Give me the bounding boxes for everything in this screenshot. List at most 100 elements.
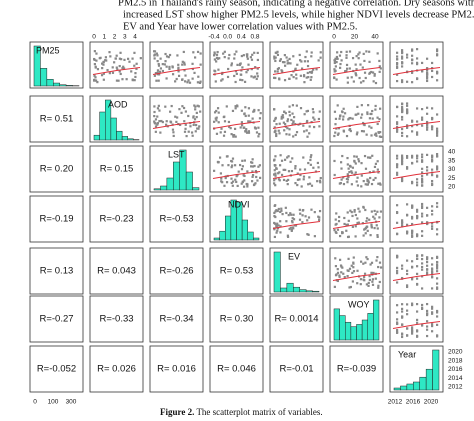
scatter-cloud: [118, 70, 121, 73]
scatter-cloud: [223, 56, 226, 59]
scatter-cloud: [436, 71, 439, 74]
scatter-cloud: [257, 126, 260, 129]
scatter-cloud: [217, 68, 220, 71]
scatter-cloud: [371, 71, 375, 74]
panel: [149, 195, 204, 243]
scatter-cloud: [411, 81, 414, 84]
scatter-cloud: [401, 225, 404, 228]
scatter-cloud: [308, 176, 311, 179]
scatter-cloud: [139, 57, 142, 60]
scatter-cloud: [300, 60, 303, 63]
scatter-cloud: [338, 275, 341, 278]
scatter-cloud: [188, 81, 192, 84]
scatter-cloud: [421, 275, 424, 278]
scatter-cloud: [275, 133, 278, 136]
scatter-cloud: [218, 156, 222, 159]
scatter-cloud: [306, 219, 309, 222]
scatter-cloud: [401, 79, 404, 82]
scatter-cloud: [184, 123, 187, 126]
hist-bar: [65, 85, 73, 87]
trend-line: [152, 121, 201, 130]
scatter-cloud: [340, 110, 344, 113]
scatter-cloud: [170, 104, 173, 108]
panel: [209, 345, 264, 393]
scatter-cloud: [194, 56, 197, 59]
scatter-cloud: [411, 62, 414, 65]
hist-bar: [127, 138, 134, 141]
scatter-cloud: [396, 58, 399, 61]
panel: [329, 195, 384, 243]
scatter-cloud: [255, 131, 259, 134]
trend-line: [392, 121, 441, 130]
scatter-cloud: [306, 109, 310, 113]
scatter-cloud: [243, 80, 247, 83]
scatter-cloud: [396, 318, 399, 321]
scatter-cloud: [285, 211, 288, 215]
scatter-cloud: [346, 223, 349, 226]
scatter-cloud: [411, 180, 414, 184]
scatter-cloud: [251, 175, 254, 178]
scatter-cloud: [426, 57, 429, 60]
caption-text: The scatterplot matrix of variables.: [196, 407, 322, 417]
scatter-cloud: [348, 117, 351, 120]
hist-bar: [241, 219, 248, 241]
scatter-cloud: [426, 72, 429, 75]
scatter-cloud: [436, 233, 439, 236]
scatter-cloud: [250, 180, 254, 183]
correlation: R= 0.15: [100, 164, 134, 175]
scatter-cloud: [401, 332, 404, 335]
scatter-cloud: [368, 125, 371, 128]
scatter-cloud: [401, 219, 404, 222]
scatter-cloud: [421, 324, 424, 327]
panel: [269, 41, 324, 89]
scatter-cloud: [157, 79, 160, 82]
trend-line: [392, 67, 441, 76]
scatter-cloud: [436, 335, 439, 338]
scatter-cloud: [431, 75, 434, 79]
trend-line: [212, 67, 261, 76]
scatter-cloud: [350, 170, 353, 173]
scatter-cloud: [256, 51, 259, 55]
scatter-cloud: [401, 156, 404, 159]
scatter-cloud: [288, 110, 291, 113]
scatter-cloud: [355, 113, 358, 116]
scatter-cloud: [215, 60, 218, 63]
scatter-cloud: [333, 70, 336, 73]
scatter-cloud: [254, 66, 257, 69]
scatter-cloud: [396, 79, 399, 83]
scatter-cloud: [274, 70, 277, 73]
scatter-cloud: [401, 134, 404, 137]
scatter-cloud: [317, 59, 320, 62]
scatter-cloud: [302, 178, 305, 181]
scatter-cloud: [336, 57, 339, 60]
scatter-cloud: [157, 64, 161, 67]
scatter-cloud: [135, 67, 138, 71]
scatter-cloud: [241, 159, 244, 162]
scatter-cloud: [300, 185, 303, 188]
scatter-cloud: [315, 68, 318, 71]
scatter-cloud: [306, 233, 309, 236]
scatter-cloud: [396, 269, 399, 272]
scatter-cloud: [401, 131, 404, 135]
scatter-cloud: [258, 117, 262, 120]
scatter-cloud: [94, 76, 97, 79]
scatter-cloud: [336, 133, 340, 136]
scatter-cloud: [220, 79, 223, 82]
scatter-cloud: [191, 67, 194, 71]
scatter-cloud: [356, 176, 359, 179]
scatter-cloud: [274, 117, 277, 121]
scatter-cloud: [406, 154, 409, 158]
scatter-cloud: [275, 167, 278, 170]
scatter-cloud: [169, 120, 172, 123]
scatter-cloud: [431, 330, 434, 333]
scatter-cloud: [416, 57, 419, 60]
scatter-cloud: [273, 179, 276, 182]
hist-bar: [373, 299, 380, 341]
scatter-cloud: [312, 68, 315, 71]
scatter-cloud: [431, 116, 434, 120]
scatter-cloud: [365, 220, 368, 223]
scatter-cloud: [360, 116, 363, 119]
scatter-cloud: [93, 63, 96, 66]
scatter-cloud: [406, 303, 409, 306]
scatter-cloud: [401, 335, 404, 339]
